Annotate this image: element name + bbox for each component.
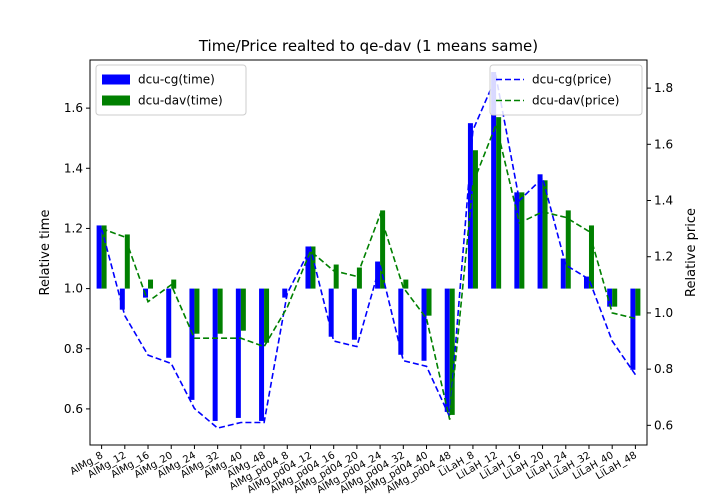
bar-dcu-cg-time [189, 288, 195, 400]
bar-dcu-dav-time [194, 288, 200, 334]
y-tick-label-right: 0.8 [654, 362, 673, 376]
plot-frame [89, 59, 648, 446]
bar-dcu-dav-time [403, 279, 409, 289]
bar-dcu-cg-time [537, 174, 543, 289]
bar-dcu-cg-time [166, 288, 172, 358]
bar-dcu-cg-time [305, 246, 311, 289]
bar-dcu-cg-time [375, 261, 381, 289]
bar-dcu-cg-time [328, 288, 334, 337]
bar-dcu-cg-time [514, 192, 520, 289]
bar-dcu-cg-time [235, 288, 241, 418]
legend-swatch [102, 74, 130, 85]
legend-label: dcu-cg(time) [138, 73, 215, 87]
legend-label: dcu-cg(price) [532, 73, 612, 87]
bar-dcu-dav-time [101, 225, 107, 289]
y-tick-label-left: 1.6 [64, 101, 83, 115]
bar-dcu-dav-time [148, 279, 154, 289]
bar-dcu-cg-time [119, 288, 125, 310]
left-axis: 0.6 0.8 1.0 1.2 1.4 1.6 [64, 101, 90, 416]
bar-dcu-dav-time [496, 117, 502, 289]
bar-dcu-dav-time [264, 288, 270, 343]
y-tick-label-right: 1.0 [654, 306, 673, 320]
bar-dcu-cg-time [212, 288, 218, 421]
legend-box [489, 64, 643, 116]
bar-dcu-dav-time [472, 150, 478, 289]
bar-dcu-cg-time [444, 288, 450, 412]
y-tick-label-right: 1.2 [654, 250, 673, 264]
bar-dcu-dav-time [519, 192, 525, 289]
bar-dcu-cg-time [607, 288, 613, 307]
bar-dcu-dav-time [588, 225, 594, 289]
bar-dcu-dav-time [380, 210, 386, 289]
bars-layer [96, 72, 641, 421]
bar-dcu-dav-time [612, 288, 618, 307]
bar-dcu-dav-time [635, 288, 641, 316]
legend-price: dcu-cg(price) dcu-dav(price) [489, 64, 643, 116]
lines-layer [100, 74, 637, 429]
legend-label: dcu-dav(time) [138, 94, 223, 108]
bar-dcu-dav-time [565, 210, 571, 289]
legend-label: dcu-dav(price) [532, 94, 619, 108]
bar-dcu-cg-time [491, 72, 497, 289]
y-tick-label-left: 1.0 [64, 282, 83, 296]
bar-dcu-cg-time [421, 288, 427, 361]
right-axis: 0.6 0.8 1.0 1.2 1.4 1.6 1.8 [647, 81, 673, 432]
line-dcu-cg-price [100, 74, 637, 429]
y-axis-label-right: Relative price [684, 208, 699, 297]
legend-time: dcu-cg(time) dcu-dav(time) [95, 64, 247, 116]
bar-dcu-cg-time [282, 288, 288, 298]
y-tick-label-left: 0.8 [64, 342, 83, 356]
y-tick-label-right: 0.6 [654, 418, 673, 432]
bar-dcu-dav-time [310, 246, 316, 289]
bar-dcu-cg-time [259, 288, 265, 421]
bar-dcu-dav-time [542, 180, 548, 289]
y-tick-label-right: 1.4 [654, 194, 673, 208]
bar-dcu-cg-time [560, 258, 566, 289]
bar-dcu-dav-time [426, 288, 432, 316]
bar-dcu-cg-time [351, 288, 357, 340]
bar-dcu-cg-time [630, 288, 636, 370]
chart-title: Time/Price realted to qe-dav (1 means sa… [198, 37, 538, 55]
y-tick-label-left: 0.6 [64, 402, 83, 416]
y-axis-label-left: Relative time [38, 210, 53, 296]
bar-dcu-cg-time [96, 225, 102, 289]
bar-dcu-cg-time [398, 288, 404, 355]
y-tick-label-left: 1.2 [64, 221, 83, 235]
bar-dcu-dav-time [333, 264, 339, 289]
legend-swatch [102, 95, 130, 106]
line-dcu-dav-price [101, 121, 636, 420]
bar-dcu-dav-time [171, 279, 177, 289]
bar-dcu-dav-time [449, 288, 455, 415]
y-tick-label-right: 1.8 [654, 81, 673, 95]
bar-dcu-dav-time [124, 234, 130, 289]
y-tick-label-left: 1.4 [64, 161, 83, 175]
y-tick-label-right: 1.6 [654, 137, 673, 151]
bar-dcu-cg-time [583, 276, 589, 289]
bar-dcu-dav-time [240, 288, 246, 331]
bar-dcu-dav-time [356, 267, 362, 289]
bar-dcu-dav-time [217, 288, 223, 334]
legend-box [95, 64, 247, 116]
